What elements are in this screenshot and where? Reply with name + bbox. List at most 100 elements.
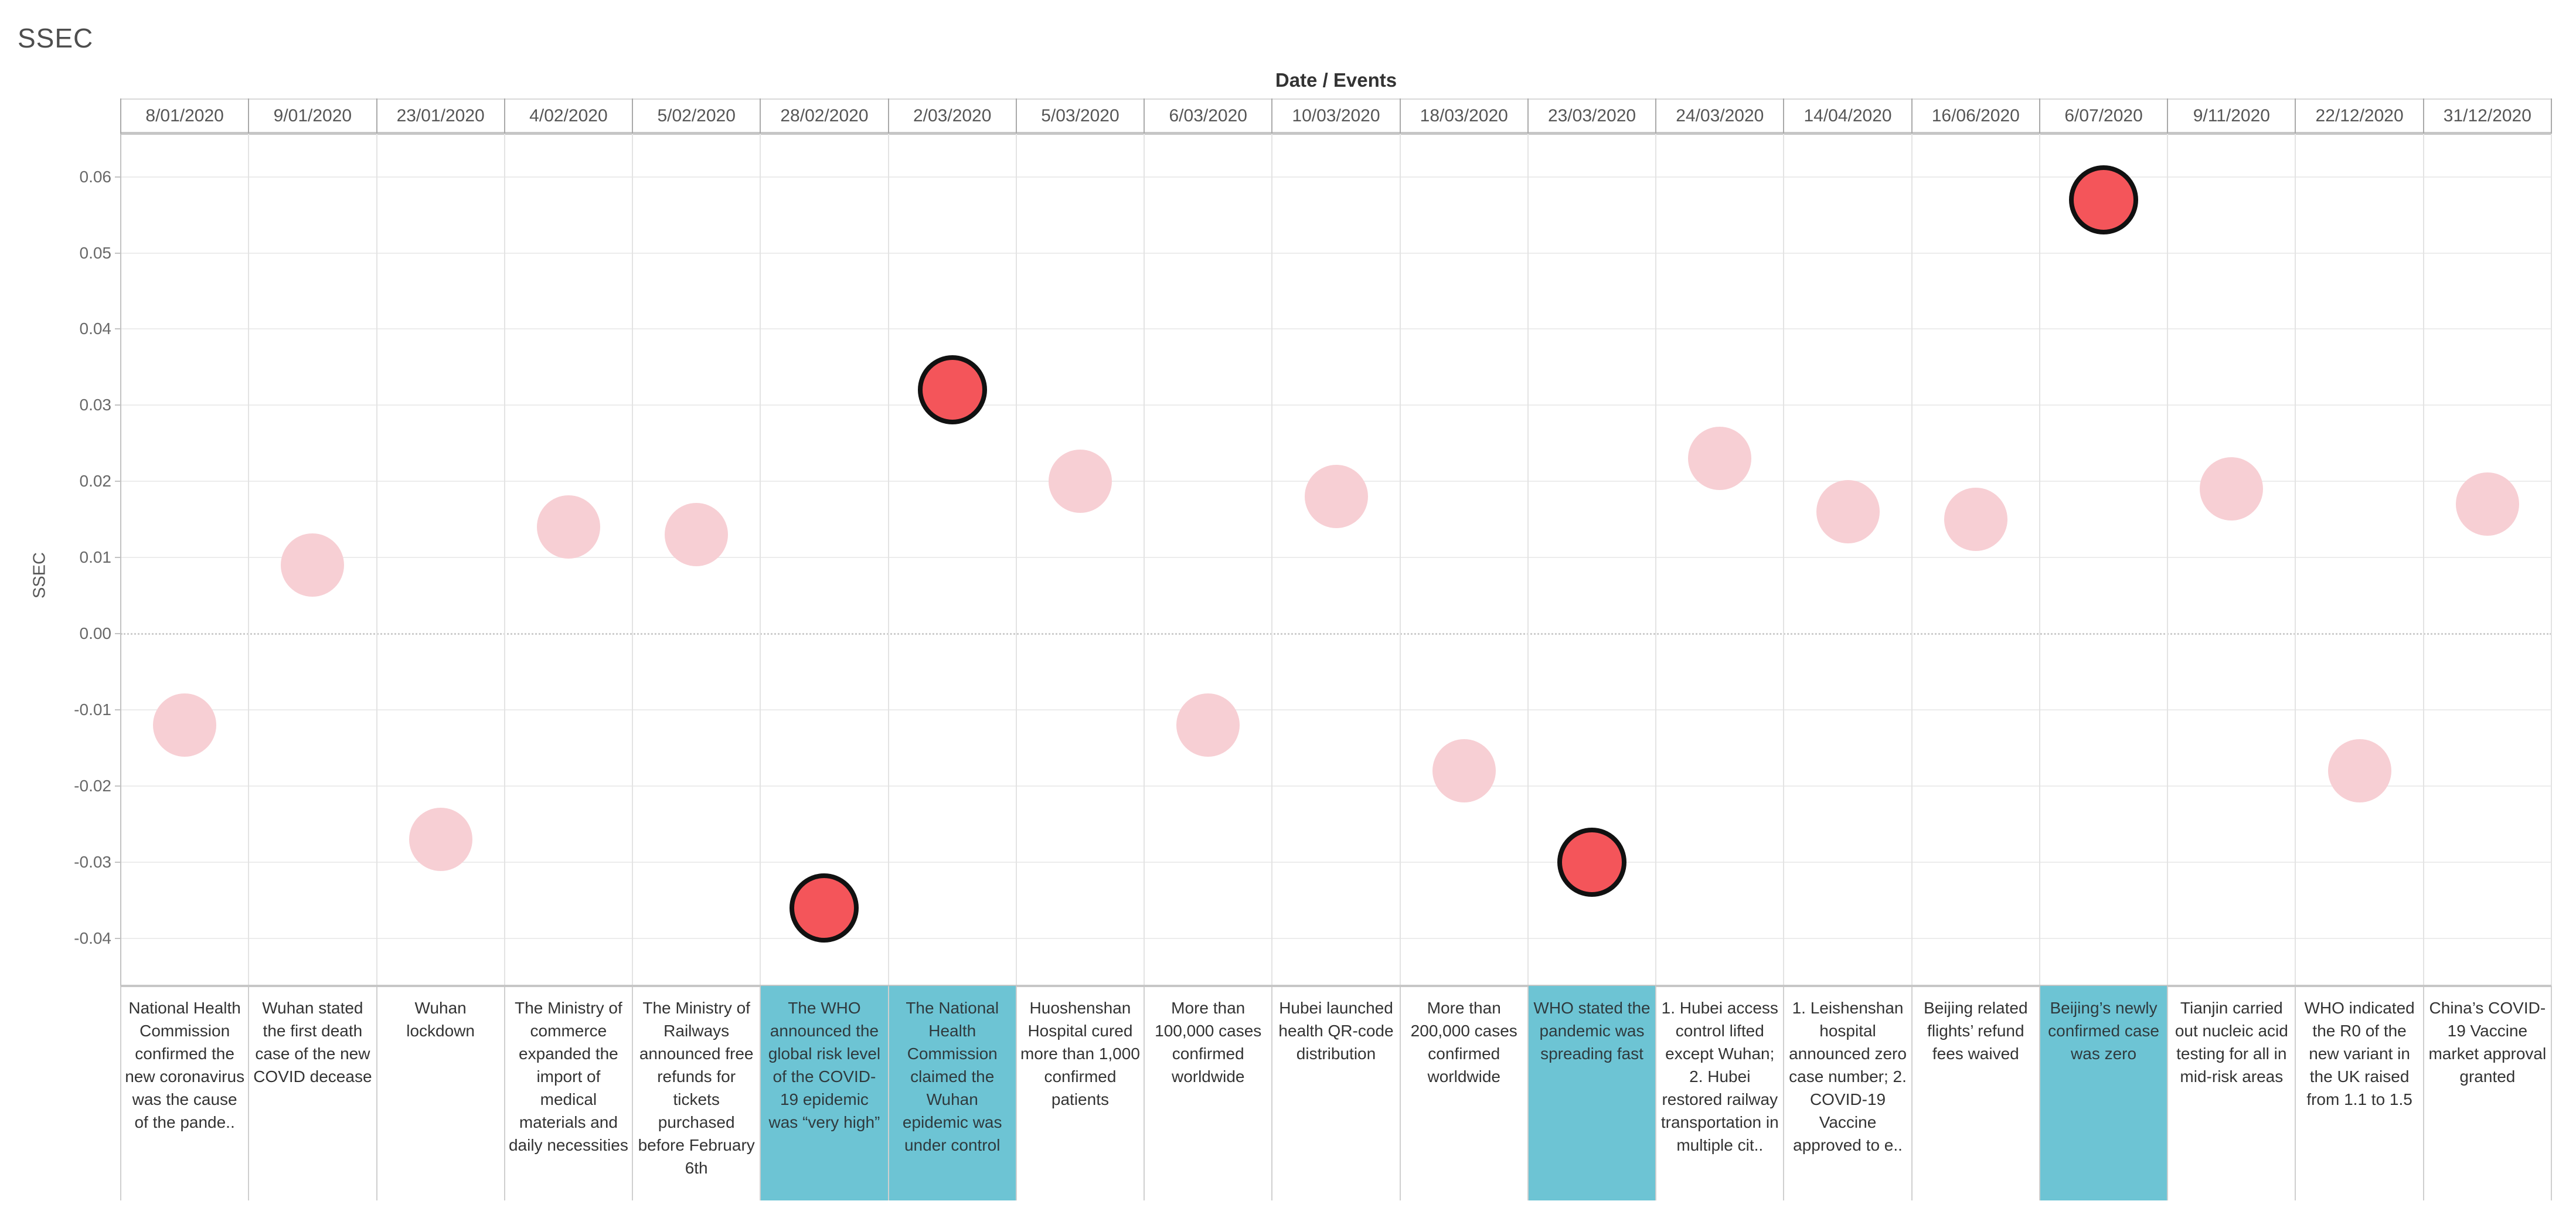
column-separator: [120, 986, 121, 1200]
event-cell[interactable]: The WHO announced the global risk level …: [761, 986, 888, 1200]
data-point[interactable]: [409, 807, 472, 871]
event-cell[interactable]: Wuhan lockdown: [406, 999, 475, 1040]
column-separator: [120, 98, 121, 134]
column-separator: [1655, 134, 1657, 986]
event-cell[interactable]: Huoshenshan Hospital cured more than 1,0…: [1020, 999, 1140, 1108]
event-cell[interactable]: Tianjin carried out nucleic acid testing…: [2175, 999, 2288, 1086]
y-tick-mark: [115, 937, 121, 939]
date-header[interactable]: 5/02/2020: [657, 106, 736, 125]
event-cell[interactable]: National Health Commission confirmed the…: [125, 999, 245, 1131]
event-cell[interactable]: Hubei launched health QR-code distributi…: [1278, 999, 1394, 1063]
data-point[interactable]: [790, 873, 859, 943]
event-cell[interactable]: Beijing related flights’ refund fees wai…: [1924, 999, 2028, 1063]
event-cell[interactable]: The Ministry of commerce expanded the im…: [508, 999, 628, 1154]
column-separator: [632, 134, 634, 986]
data-point[interactable]: [917, 355, 987, 425]
date-header[interactable]: 22/12/2020: [2315, 106, 2404, 125]
date-header[interactable]: 23/01/2020: [396, 106, 485, 125]
date-header[interactable]: 10/03/2020: [1292, 106, 1380, 125]
y-tick-mark: [115, 557, 121, 559]
column-separator: [120, 134, 121, 986]
date-header[interactable]: 28/02/2020: [780, 106, 869, 125]
column-separator: [2295, 134, 2296, 986]
date-header[interactable]: 14/04/2020: [1803, 106, 1892, 125]
column-separator: [2422, 986, 2424, 1200]
gridline: [121, 709, 2551, 710]
data-point[interactable]: [2455, 472, 2519, 536]
event-cell[interactable]: 1. Leishenshan hospital announced zero c…: [1789, 999, 1907, 1154]
date-header[interactable]: 4/02/2020: [529, 106, 608, 125]
column-separator: [1655, 98, 1657, 134]
event-cell[interactable]: WHO stated the pandemic was spreading fa…: [1528, 986, 1656, 1200]
data-point[interactable]: [665, 503, 729, 567]
y-tick-label: 0.04: [79, 319, 112, 338]
y-tick-mark: [115, 785, 121, 787]
column-group-header: Date / Events: [1275, 69, 1397, 91]
gridline: [121, 404, 2551, 406]
date-header[interactable]: 9/11/2020: [2193, 106, 2270, 125]
date-header[interactable]: 6/03/2020: [1169, 106, 1247, 125]
event-cell[interactable]: China’s COVID-19 Vaccine market approval…: [2428, 999, 2547, 1086]
column-separator: [760, 134, 761, 986]
data-point[interactable]: [2327, 739, 2391, 802]
column-separator: [1144, 986, 1145, 1200]
event-cell[interactable]: 1. Hubei access control lifted except Wu…: [1660, 999, 1779, 1154]
column-separator: [248, 986, 250, 1200]
y-tick-label: 0.00: [79, 624, 112, 642]
date-header[interactable]: 2/03/2020: [913, 106, 992, 125]
y-tick-mark: [115, 252, 121, 254]
data-point[interactable]: [1816, 480, 1880, 544]
data-point[interactable]: [1176, 693, 1240, 757]
gridline: [121, 861, 2551, 863]
date-header[interactable]: 9/01/2020: [273, 106, 352, 125]
column-separator: [2039, 98, 2040, 134]
column-separator: [1399, 134, 1401, 986]
data-point[interactable]: [1304, 465, 1368, 529]
gridline: [121, 328, 2551, 330]
data-point[interactable]: [536, 495, 600, 559]
column-separator: [1783, 134, 1785, 986]
date-header[interactable]: 23/03/2020: [1547, 106, 1636, 125]
data-point[interactable]: [1432, 739, 1496, 802]
date-header[interactable]: 8/01/2020: [145, 106, 224, 125]
page-title: SSEC: [18, 23, 94, 53]
event-cell[interactable]: More than 200,000 cases confirmed worldw…: [1410, 999, 1517, 1086]
header-top-border: [121, 98, 2551, 100]
column-separator: [376, 134, 377, 986]
event-cell[interactable]: WHO indicated the R0 of the new variant …: [2304, 999, 2415, 1108]
data-point[interactable]: [1048, 450, 1112, 513]
gridline: [121, 176, 2551, 178]
column-separator: [887, 134, 889, 986]
column-separator: [1144, 134, 1145, 986]
data-point[interactable]: [2069, 165, 2139, 234]
data-point[interactable]: [1557, 827, 1627, 897]
column-separator: [1399, 986, 1401, 1200]
event-cell[interactable]: Beijing’s newly confirmed case was zero: [2040, 986, 2167, 1200]
data-point[interactable]: [1688, 427, 1752, 491]
data-point[interactable]: [2200, 457, 2264, 521]
column-separator: [1271, 986, 1273, 1200]
column-separator: [2167, 134, 2169, 986]
y-tick-label: 0.06: [79, 167, 112, 186]
data-point[interactable]: [1944, 488, 2007, 552]
date-header[interactable]: 24/03/2020: [1676, 106, 1764, 125]
event-cell[interactable]: More than 100,000 cases confirmed worldw…: [1155, 999, 1262, 1086]
date-header[interactable]: 31/12/2020: [2443, 106, 2531, 125]
column-separator: [760, 986, 761, 1200]
column-separator: [1015, 98, 1017, 134]
y-tick-label: -0.02: [74, 776, 111, 795]
event-cell[interactable]: The Ministry of Railways announced free …: [638, 999, 755, 1177]
column-separator: [1655, 986, 1657, 1200]
column-separator: [1783, 98, 1785, 134]
data-point[interactable]: [281, 533, 345, 597]
date-header[interactable]: 6/07/2020: [2064, 106, 2143, 125]
date-header[interactable]: 18/03/2020: [1420, 106, 1508, 125]
date-header[interactable]: 16/06/2020: [1931, 106, 2020, 125]
data-point[interactable]: [153, 693, 217, 757]
y-tick-label: 0.03: [79, 396, 112, 414]
date-header[interactable]: 5/03/2020: [1041, 106, 1119, 125]
event-cell[interactable]: Wuhan stated the first death case of the…: [253, 999, 372, 1086]
column-separator: [248, 98, 250, 134]
event-cell[interactable]: The National Health Commission claimed t…: [889, 986, 1016, 1200]
gridline: [121, 937, 2551, 939]
